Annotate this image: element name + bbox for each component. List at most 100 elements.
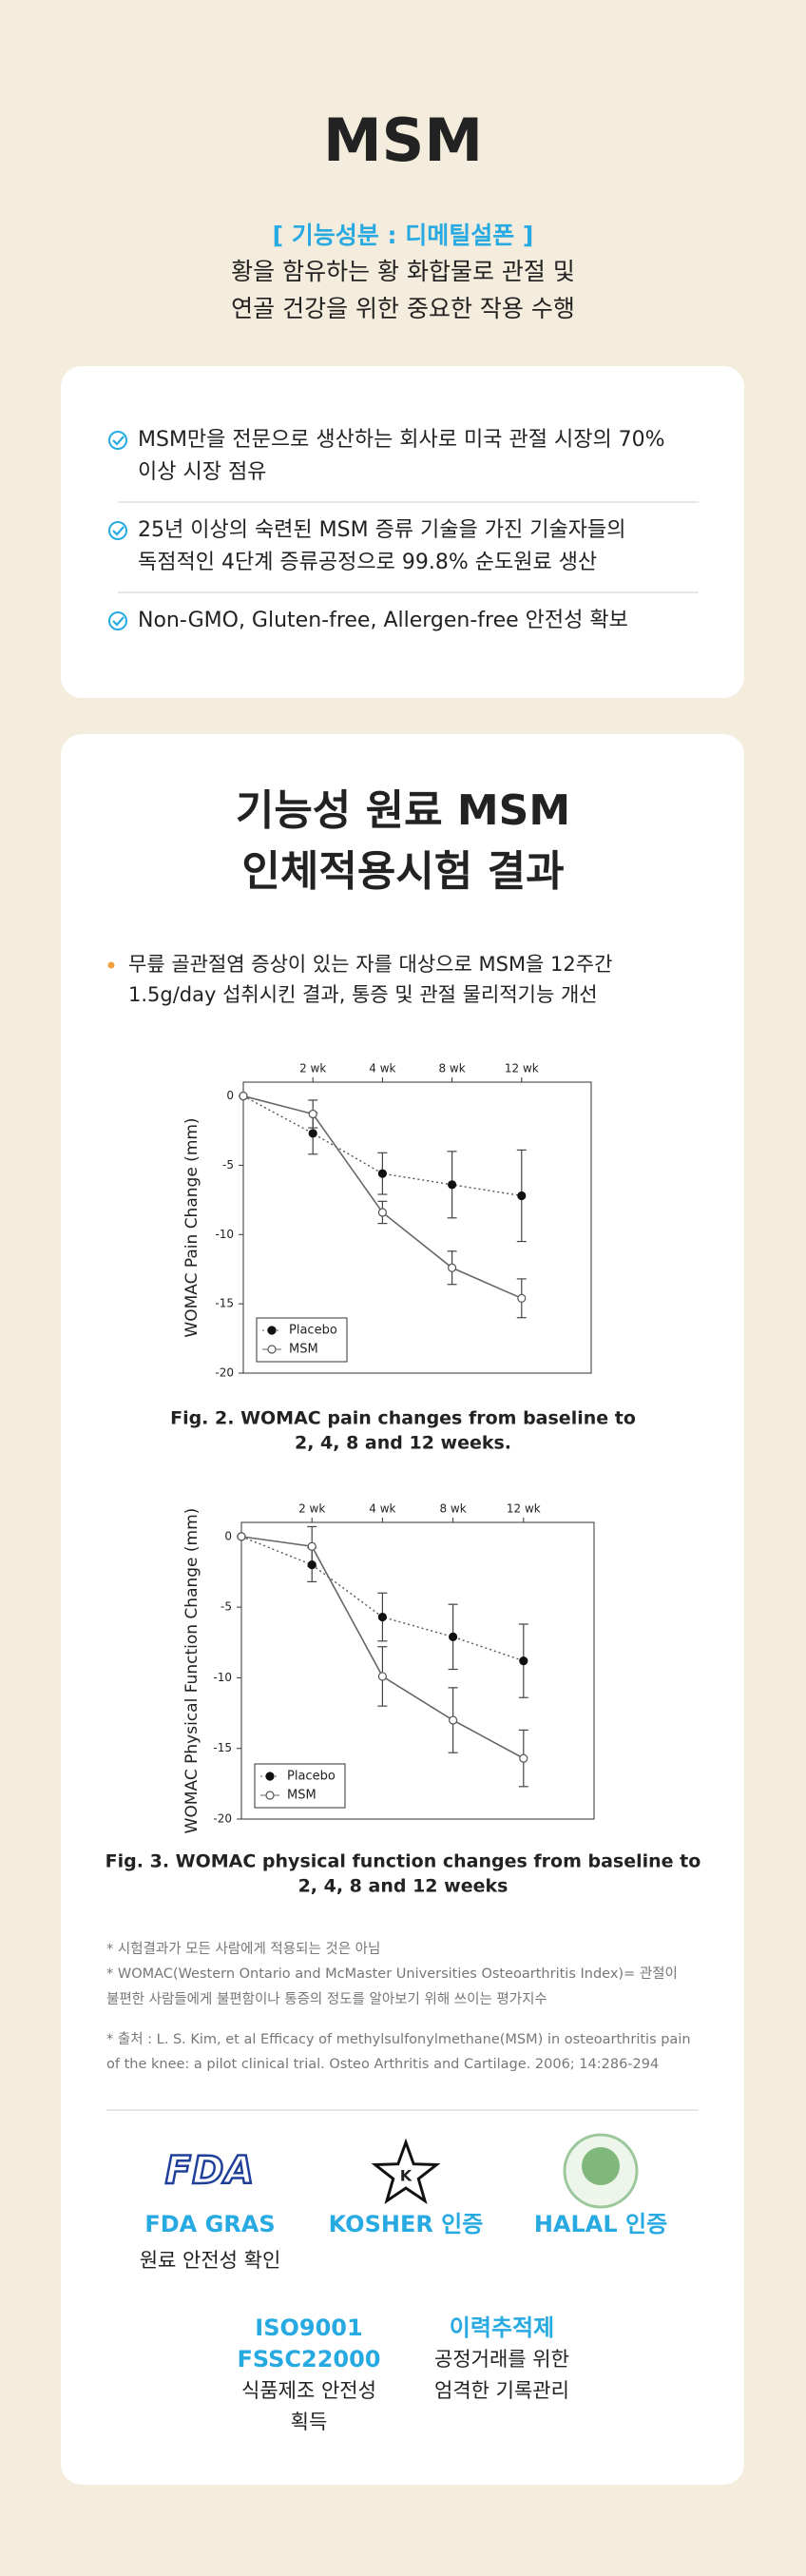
fda-logo: FDA — [165, 2149, 255, 2193]
halal-logo-inner — [582, 2147, 620, 2185]
marker — [267, 1345, 277, 1354]
cert-name: KOSHER 인증 — [329, 2211, 484, 2237]
marker — [519, 1753, 528, 1763]
footnote: of the knee: a pilot clinical trial. Ost… — [106, 2057, 659, 2072]
study-title: 기능성 원료 MSM — [236, 786, 570, 835]
study-card — [61, 734, 744, 2485]
x-tick-label: 8 wk — [439, 1502, 466, 1516]
x-tick-label: 12 wk — [507, 1502, 541, 1516]
study-summary: 무릎 골관절염 증상이 있는 자를 대상으로 MSM을 12주간 — [128, 953, 612, 976]
y-tick-label: -20 — [213, 1812, 232, 1826]
marker — [448, 1263, 457, 1272]
marker — [377, 1208, 387, 1217]
bullet — [107, 961, 115, 969]
cert-name: ISO9001 — [255, 2315, 362, 2341]
description: 황을 함유하는 황 화합물로 관절 및 — [231, 258, 575, 285]
legend-box — [254, 1763, 346, 1809]
marker — [237, 1532, 246, 1541]
plot-frame — [240, 1521, 595, 1820]
footnote: 불편한 사람들에게 불편함이나 통증의 정도를 알아보기 위해 쓰이는 평가지수 — [106, 1991, 547, 2007]
cert-description: 원료 안전성 확인 — [140, 2249, 281, 2272]
study-title: 인체적용시험 결과 — [241, 847, 564, 896]
feature-text: Non-GMO, Gluten-free, Allergen-free 안전성 … — [138, 609, 628, 632]
marker — [308, 1129, 317, 1138]
check-icon — [108, 431, 127, 450]
legend-label: Placebo — [287, 1770, 336, 1784]
marker — [239, 1091, 248, 1101]
check-mark — [112, 526, 125, 536]
legend: Placebo MSM — [254, 1763, 346, 1809]
plot-frame — [242, 1081, 592, 1374]
footnote: * 시험결과가 모든 사람에게 적용되는 것은 아님 — [106, 1941, 380, 1957]
feature-text: 이상 시장 점유 — [138, 460, 266, 484]
figure-caption: Fig. 3. WOMAC physical function changes … — [106, 1851, 701, 1872]
cert-name: HALAL 인증 — [534, 2211, 667, 2237]
legend-box — [256, 1317, 348, 1363]
figure-caption: Fig. 2. WOMAC pain changes from baseline… — [170, 1408, 636, 1429]
marker — [307, 1559, 317, 1570]
ingredient: [ 기능성분 : 디메틸설폰 ] — [273, 222, 534, 249]
cert-description: 식품제조 안전성 — [241, 2379, 376, 2402]
footnote: * WOMAC(Western Ontario and McMaster Uni… — [106, 1966, 678, 1982]
legend: Placebo MSM — [256, 1317, 348, 1363]
x-tick-label: 12 wk — [505, 1062, 539, 1075]
marker — [265, 1772, 275, 1781]
y-tick-label: 0 — [226, 1089, 234, 1102]
y-tick-label: -15 — [215, 1297, 234, 1310]
description: 연골 건강을 위한 중요한 작용 수행 — [231, 295, 575, 322]
check-icon — [108, 611, 127, 630]
y-tick-label: -20 — [215, 1366, 234, 1380]
cert-description: 공정거래를 위한 — [434, 2348, 569, 2371]
y-tick-label: -15 — [213, 1741, 232, 1754]
legend-label: MSM — [289, 1343, 318, 1357]
kosher-logo: K — [400, 2167, 413, 2185]
cert-name: FDA GRAS — [144, 2211, 275, 2237]
feature-text: MSM만을 전문으로 생산하는 회사로 미국 관절 시장의 70% — [138, 428, 665, 452]
check-mark — [112, 436, 125, 446]
cert-name: FSSC22000 — [238, 2346, 381, 2373]
y-axis-label: WOMAC Pain Change (mm) — [182, 1117, 202, 1337]
marker — [448, 1180, 457, 1190]
marker — [517, 1293, 527, 1303]
cert-description: 엄격한 기록관리 — [434, 2379, 569, 2402]
cert-description: 획득 — [291, 2411, 328, 2433]
x-tick-label: 4 wk — [369, 1062, 395, 1075]
marker — [517, 1191, 527, 1201]
cert-name: 이력추적제 — [450, 2315, 554, 2341]
y-tick-label: -5 — [222, 1158, 234, 1172]
marker — [377, 1612, 387, 1622]
marker — [307, 1541, 317, 1551]
x-tick-label: 2 wk — [299, 1062, 326, 1075]
feature-card — [61, 366, 744, 698]
study-summary: 1.5g/day 섭취시킨 결과, 통증 및 관절 물리적기능 개선 — [128, 983, 598, 1006]
marker — [449, 1715, 458, 1725]
legend-label: MSM — [287, 1789, 317, 1803]
kosher-star — [371, 2138, 441, 2205]
y-tick-label: 0 — [224, 1529, 232, 1542]
footnote: * 출처 : L. S. Kim, et al Efficacy of meth… — [106, 2031, 691, 2047]
series-line — [242, 1094, 522, 1197]
x-tick-label: 2 wk — [298, 1502, 325, 1516]
x-tick-label: 8 wk — [438, 1062, 465, 1075]
y-tick-label: -5 — [221, 1600, 232, 1614]
figure-caption: 2, 4, 8 and 12 weeks — [298, 1876, 509, 1897]
legend-label: Placebo — [289, 1324, 337, 1338]
marker — [519, 1656, 528, 1666]
marker — [308, 1109, 317, 1119]
marker — [377, 1169, 387, 1178]
marker — [377, 1672, 387, 1681]
marker — [449, 1632, 458, 1641]
figure-caption: 2, 4, 8 and 12 weeks. — [295, 1433, 511, 1454]
feature-text: 독점적인 4단계 증류공정으로 99.8% 순도원료 생산 — [138, 551, 597, 574]
check-icon — [108, 521, 127, 540]
marker — [265, 1791, 275, 1800]
y-tick-label: -10 — [213, 1671, 232, 1684]
y-axis-label: WOMAC Physical Function Change (mm) — [182, 1508, 202, 1834]
check-mark — [112, 616, 125, 627]
page-title: MSM — [323, 106, 483, 175]
feature-text: 25년 이상의 숙련된 MSM 증류 기술을 가진 기술자들의 — [138, 518, 625, 542]
marker — [267, 1326, 277, 1335]
series-line — [240, 1536, 525, 1662]
